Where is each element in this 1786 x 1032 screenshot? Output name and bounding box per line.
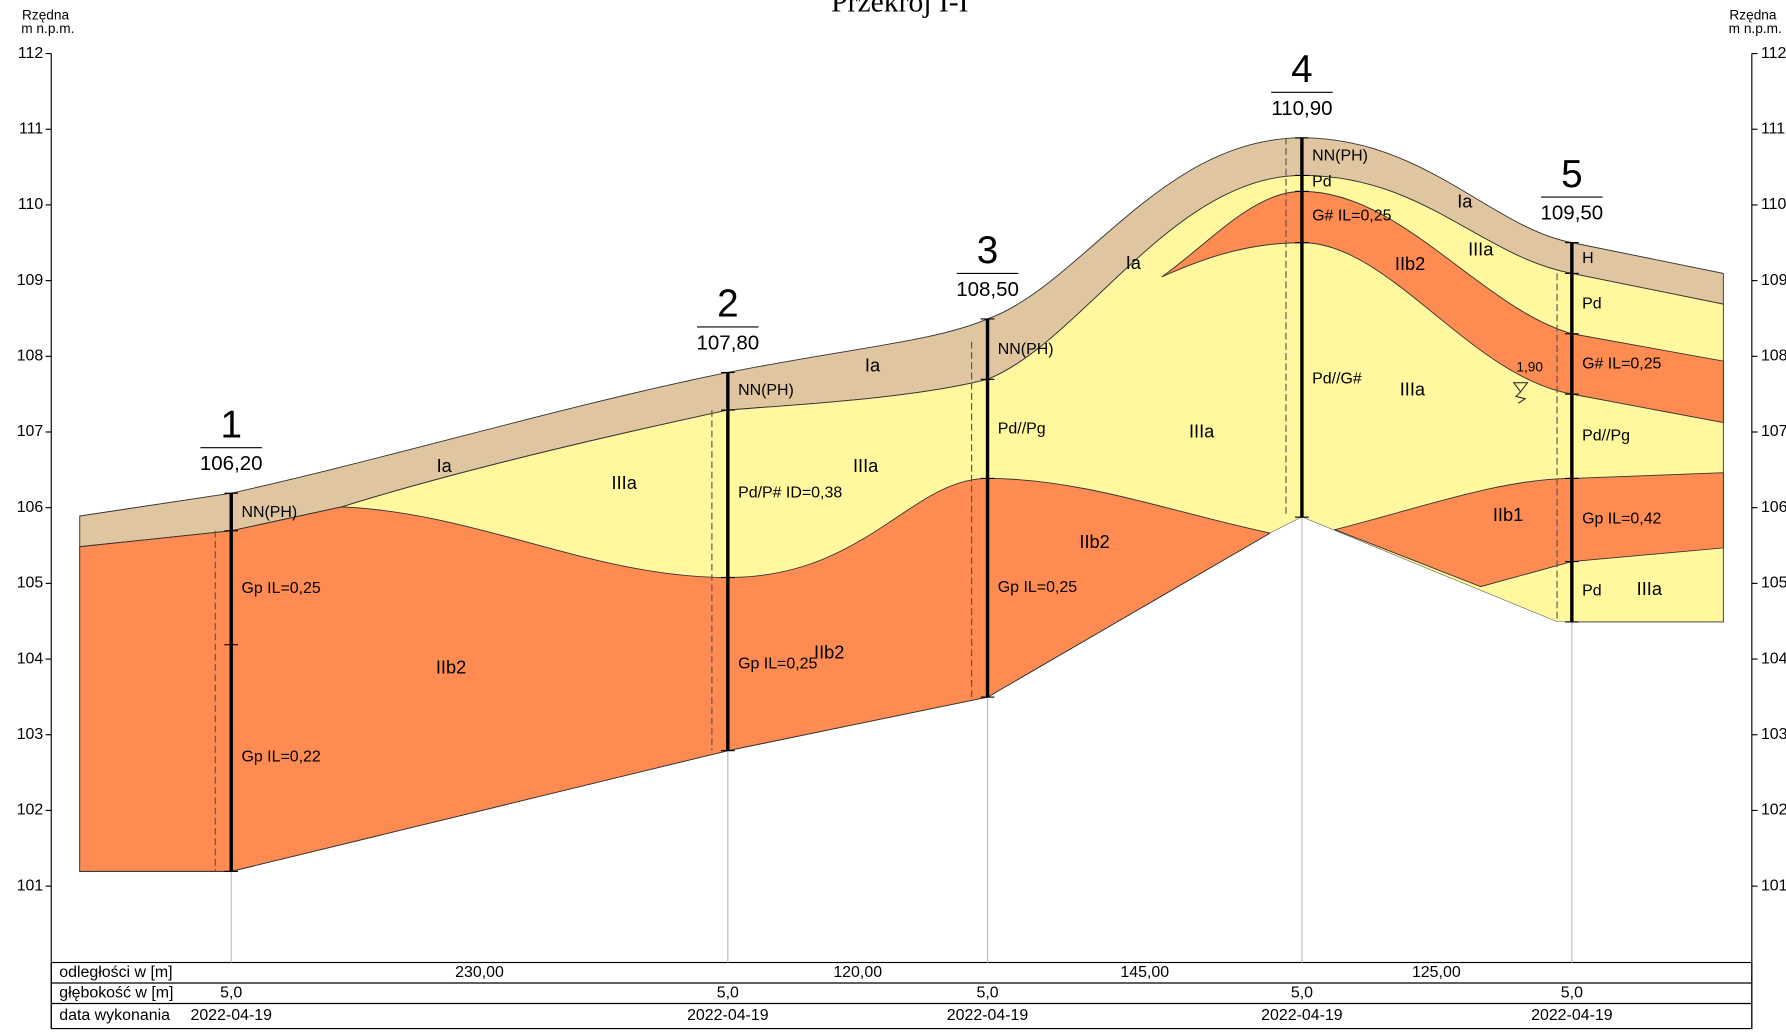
borehole-elevation: 108,50 (956, 278, 1019, 301)
soil-label: Pd//G# (1312, 371, 1362, 388)
y-tick-label: 106 (17, 499, 44, 516)
axis-label: m n.p.m. (21, 21, 74, 36)
borehole-number: 3 (977, 229, 999, 272)
y-tick-label: 112 (1761, 45, 1786, 62)
layer-label: IIb2 (1395, 254, 1425, 274)
borehole-number: 1 (220, 403, 242, 446)
layer-label: IIb2 (1079, 532, 1109, 552)
depth: 5,0 (976, 984, 998, 1001)
layer-label: IIIa (853, 456, 879, 476)
y-tick-label: 104 (1761, 650, 1786, 667)
y-tick-label: 110 (1761, 196, 1786, 213)
date: 2022-04-19 (687, 1007, 769, 1024)
borehole-elevation: 106,20 (200, 452, 263, 475)
y-tick-label: 102 (1761, 802, 1786, 819)
soil-label: Gp IL=0,42 (1582, 511, 1661, 528)
soil-label: Gp IL=0,22 (241, 749, 320, 766)
soil-label: Gp IL=0,25 (241, 580, 320, 597)
borehole-elevation: 110,90 (1271, 97, 1332, 120)
depth: 5,0 (717, 984, 739, 1001)
row-label: odległości w [m] (59, 964, 172, 981)
y-tick-label: 111 (19, 120, 43, 137)
date: 2022-04-19 (190, 1007, 272, 1024)
layer-label: IIIa (1637, 579, 1663, 599)
distance: 230,00 (455, 964, 504, 981)
soil-label: G# IL=0,25 (1312, 208, 1391, 225)
y-tick-label: 104 (17, 650, 44, 667)
y-tick-label: 103 (17, 726, 44, 743)
axis-frame (50, 53, 1753, 1030)
layer-label: IIb2 (436, 657, 466, 677)
date: 2022-04-19 (1531, 1007, 1613, 1024)
axis-label: Rzędna (22, 8, 69, 23)
y-tick-label: 101 (17, 877, 44, 894)
depth: 5,0 (220, 984, 242, 1001)
soil-label: NN(PH) (241, 504, 297, 521)
layer-iib1 (1333, 472, 1724, 588)
title: Przekrój I-I (831, 0, 968, 18)
y-tick-label: 111 (1761, 120, 1785, 137)
distance: 125,00 (1412, 964, 1461, 981)
borehole-elevation: 109,50 (1541, 202, 1604, 225)
y-tick-label: 102 (17, 802, 44, 819)
soil-label: H (1582, 250, 1594, 267)
row-label: data wykonania (59, 1007, 170, 1024)
layer-iib2 (79, 477, 1272, 872)
soil-label: Gp IL=0,25 (738, 655, 817, 672)
y-tick-label: 108 (1761, 348, 1786, 365)
borehole-elevation: 107,80 (696, 331, 759, 354)
soil-label: Pd (1582, 295, 1602, 312)
layer-iib2 (1161, 190, 1724, 424)
distance: 120,00 (833, 964, 882, 981)
water-symbol (1512, 382, 1529, 404)
soil-label: G# IL=0,25 (1582, 356, 1661, 373)
layer-label: IIIa (1189, 422, 1215, 442)
y-tick-label: 107 (17, 423, 44, 440)
y-tick-label: 108 (17, 348, 44, 365)
y-tick-label: 109 (17, 272, 44, 289)
y-tick-label: 105 (1761, 575, 1786, 592)
axis-label: Rzędna (1729, 8, 1776, 23)
y-tick-label: 105 (17, 575, 44, 592)
soil-label: Pd//Pg (998, 421, 1046, 438)
cut-bottom (1252, 517, 1572, 638)
y-tick-label: 110 (18, 196, 44, 213)
layer-label: IIIa (612, 473, 638, 493)
date: 2022-04-19 (1261, 1007, 1343, 1024)
date: 2022-04-19 (947, 1007, 1029, 1024)
layer-label: Ia (1126, 253, 1142, 273)
soil-label: NN(PH) (738, 382, 794, 399)
distance: 145,00 (1120, 964, 1169, 981)
soil-label: Gp IL=0,25 (998, 579, 1077, 596)
depth: 5,0 (1291, 984, 1313, 1001)
y-tick-label: 101 (1761, 877, 1786, 894)
layer-label: Ia (437, 456, 453, 476)
borehole-number: 4 (1291, 48, 1313, 91)
layer-label: Ia (865, 356, 881, 376)
layer-label: IIIa (1400, 380, 1426, 400)
y-tick-label: 103 (1761, 726, 1786, 743)
soil-label: Pd/P# ID=0,38 (738, 484, 842, 501)
layer-label: IIb2 (814, 643, 844, 663)
y-tick-label: 106 (1761, 499, 1786, 516)
row-label: głębokość w [m] (59, 984, 173, 1001)
y-tick-label: 112 (18, 45, 44, 62)
depth: 5,0 (1561, 984, 1583, 1001)
soil-label: Pd (1582, 582, 1602, 599)
soil-label: Pd//Pg (1582, 427, 1630, 444)
soil-label: NN(PH) (1312, 147, 1368, 164)
y-tick-label: 107 (1761, 423, 1786, 440)
axis-label: m n.p.m. (1729, 21, 1782, 36)
borehole-number: 5 (1561, 153, 1583, 196)
water-level: 1,90 (1516, 360, 1543, 375)
borehole-number: 2 (717, 283, 739, 326)
layer-label: IIIa (1468, 239, 1494, 259)
layer-label: IIb1 (1493, 505, 1523, 525)
soil-label: Pd (1312, 173, 1332, 190)
y-tick-label: 109 (1761, 272, 1786, 289)
soil-label: NN(PH) (998, 341, 1054, 358)
layer-label: Ia (1457, 192, 1473, 212)
